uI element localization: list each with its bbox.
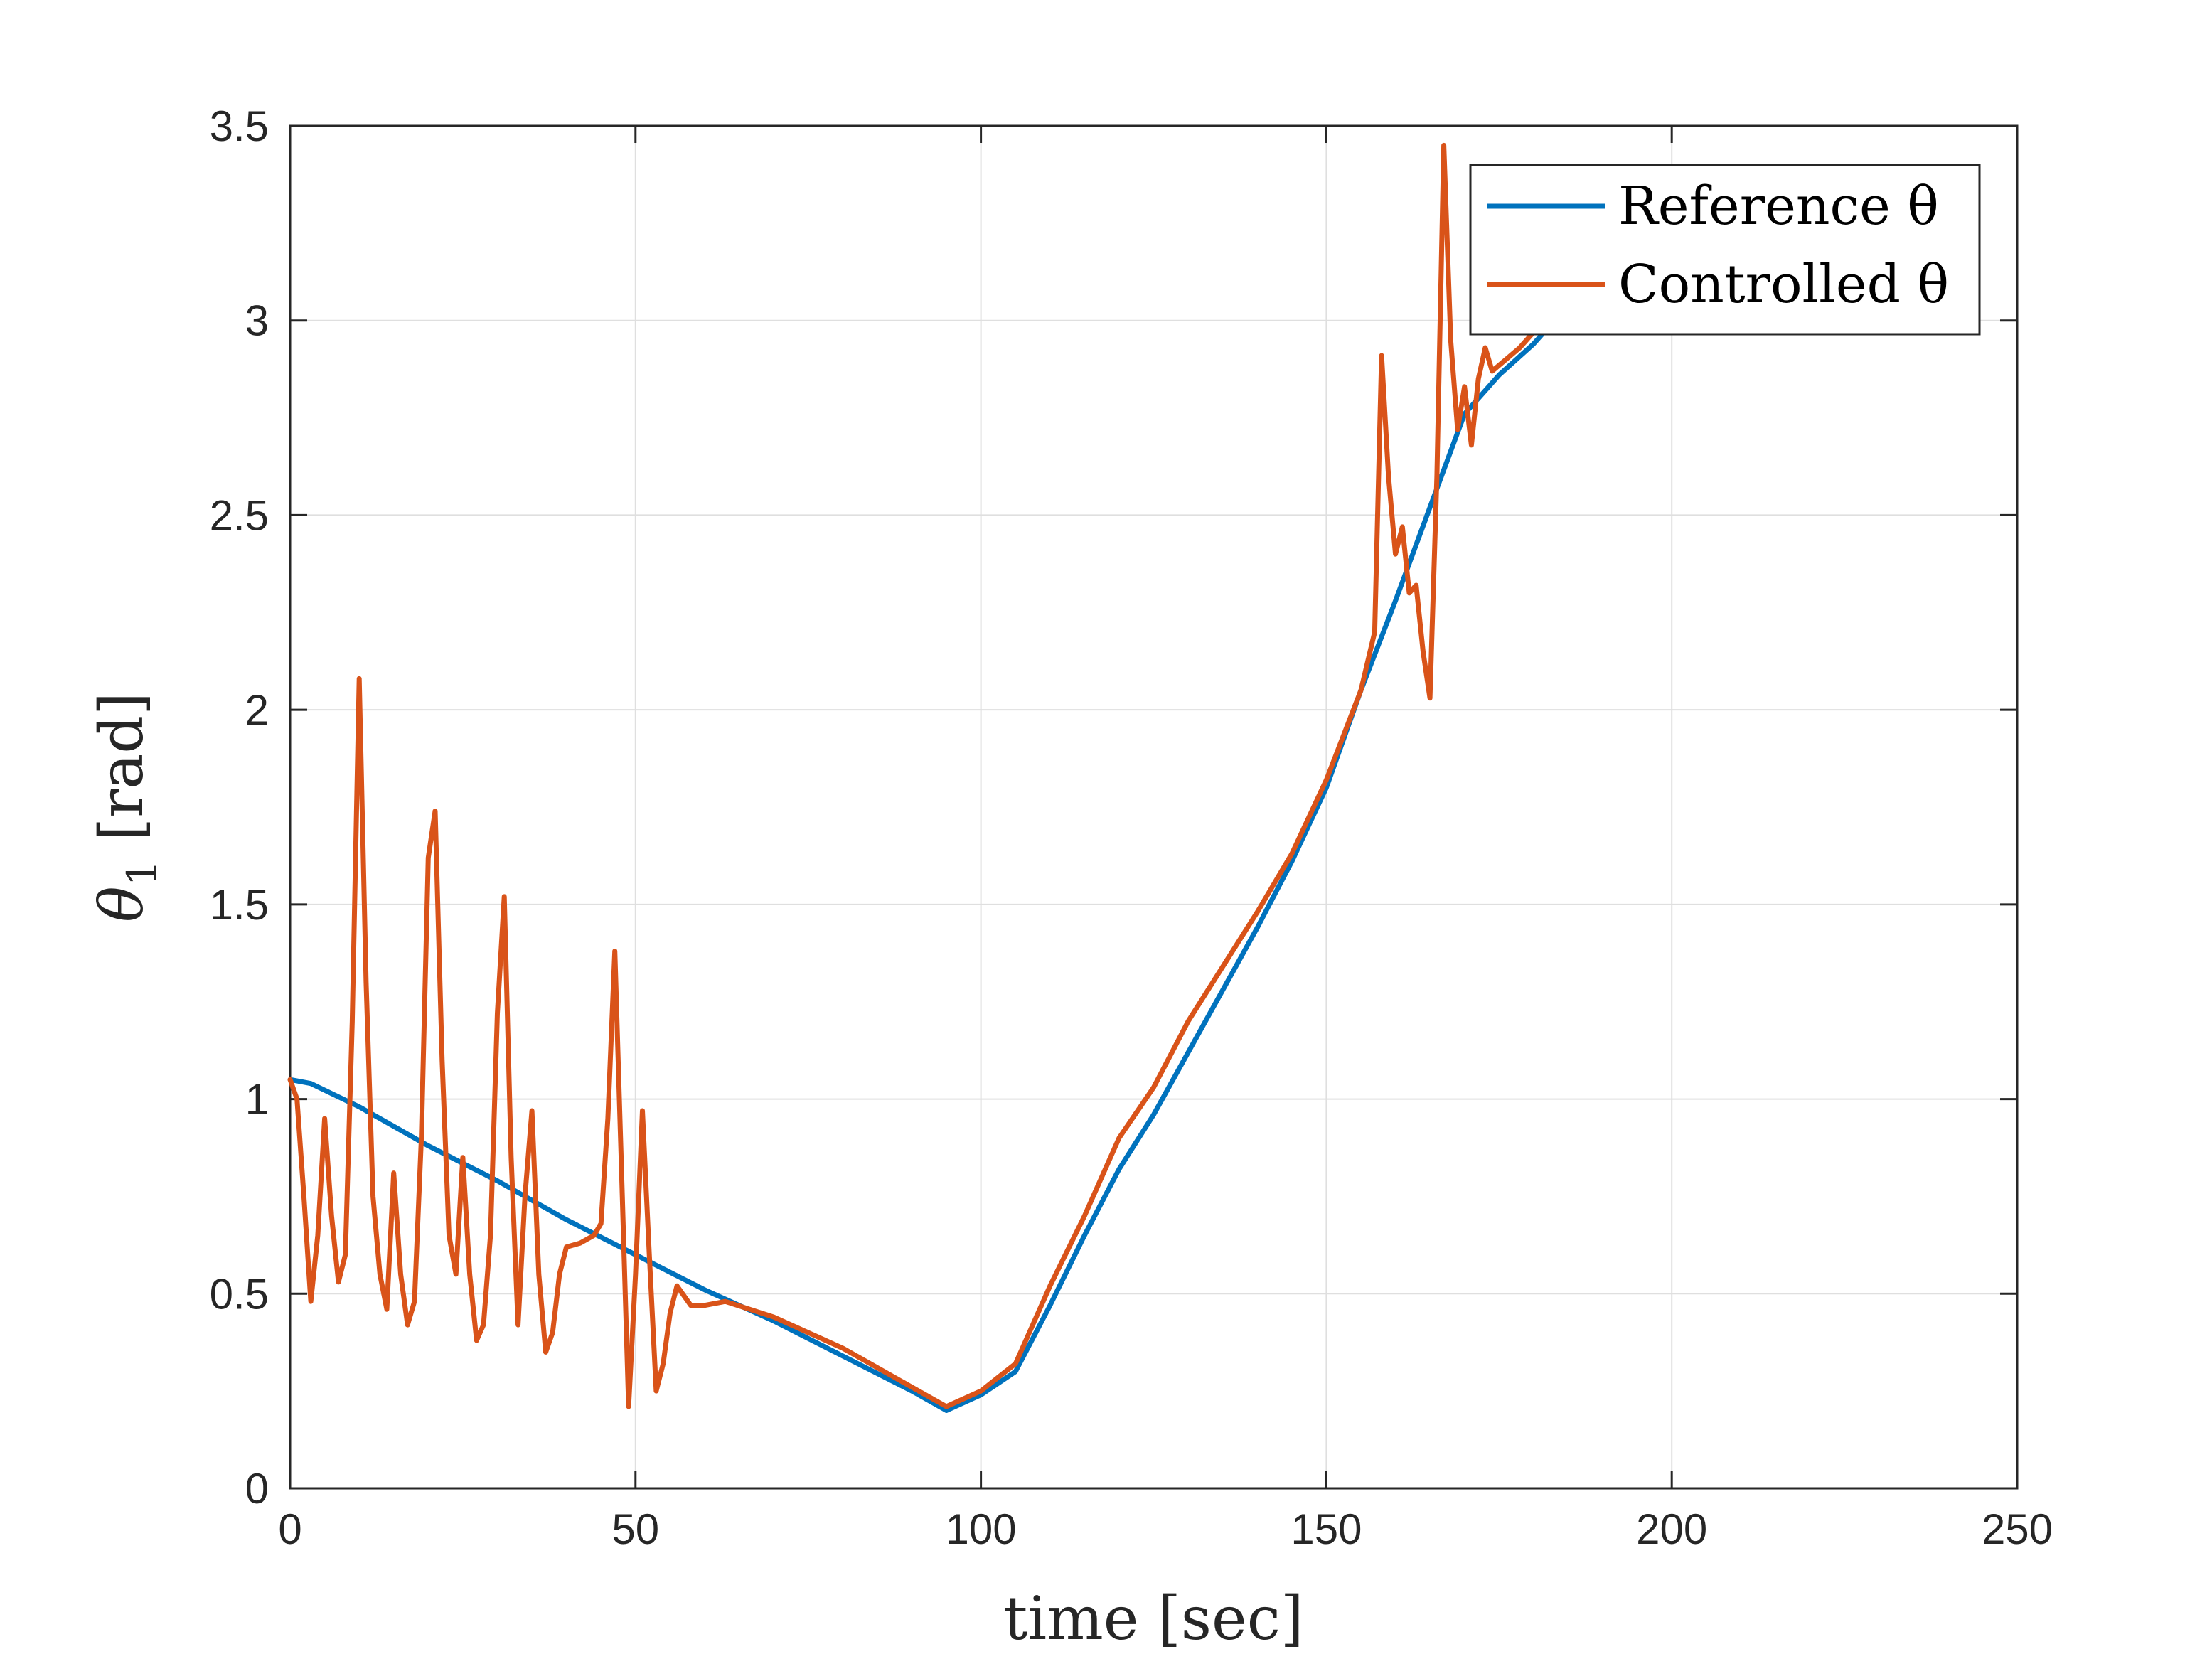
y-tick-label: 2 (245, 686, 269, 734)
y-axis-title-subscript: 1 (118, 860, 166, 886)
x-tick-label: 0 (278, 1505, 301, 1553)
x-axis-title: time [sec] (1003, 1584, 1303, 1653)
y-tick-label: 3.5 (210, 102, 269, 150)
x-tick-label: 250 (1982, 1505, 2053, 1553)
x-tick-label: 50 (611, 1505, 659, 1553)
y-tick-label: 0.5 (210, 1270, 269, 1318)
legend-label-reference: Reference θ (1618, 176, 1939, 237)
axis-ticks: 0 50 100 150 200 250 0 0.5 1 1.5 2 2.5 3 3.5 (210, 102, 2053, 1553)
y-axis-title-unit: [rad] (87, 692, 156, 860)
series-line-controlled (287, 142, 1557, 1409)
x-tick-label: 200 (1636, 1505, 1707, 1553)
y-tick-label: 1.5 (210, 881, 269, 929)
y-tick-label: 1 (245, 1076, 269, 1124)
y-axis-title-symbol: θ (87, 886, 156, 922)
series-lines (287, 142, 1557, 1413)
legend-box (1469, 164, 1981, 336)
y-tick-label: 0 (245, 1465, 269, 1513)
x-tick-label: 100 (946, 1505, 1017, 1553)
plot-area-frame (289, 124, 2019, 1490)
y-axis-title: θ1 [rad] (87, 692, 166, 922)
series-line-reference (287, 318, 1557, 1413)
legend-label-controlled: Controlled θ (1618, 254, 1949, 315)
x-tick-label: 150 (1291, 1505, 1362, 1553)
y-tick-label: 3 (245, 297, 269, 345)
legend: Reference θ Controlled θ (1469, 164, 1981, 336)
y-tick-label: 2.5 (210, 491, 269, 539)
